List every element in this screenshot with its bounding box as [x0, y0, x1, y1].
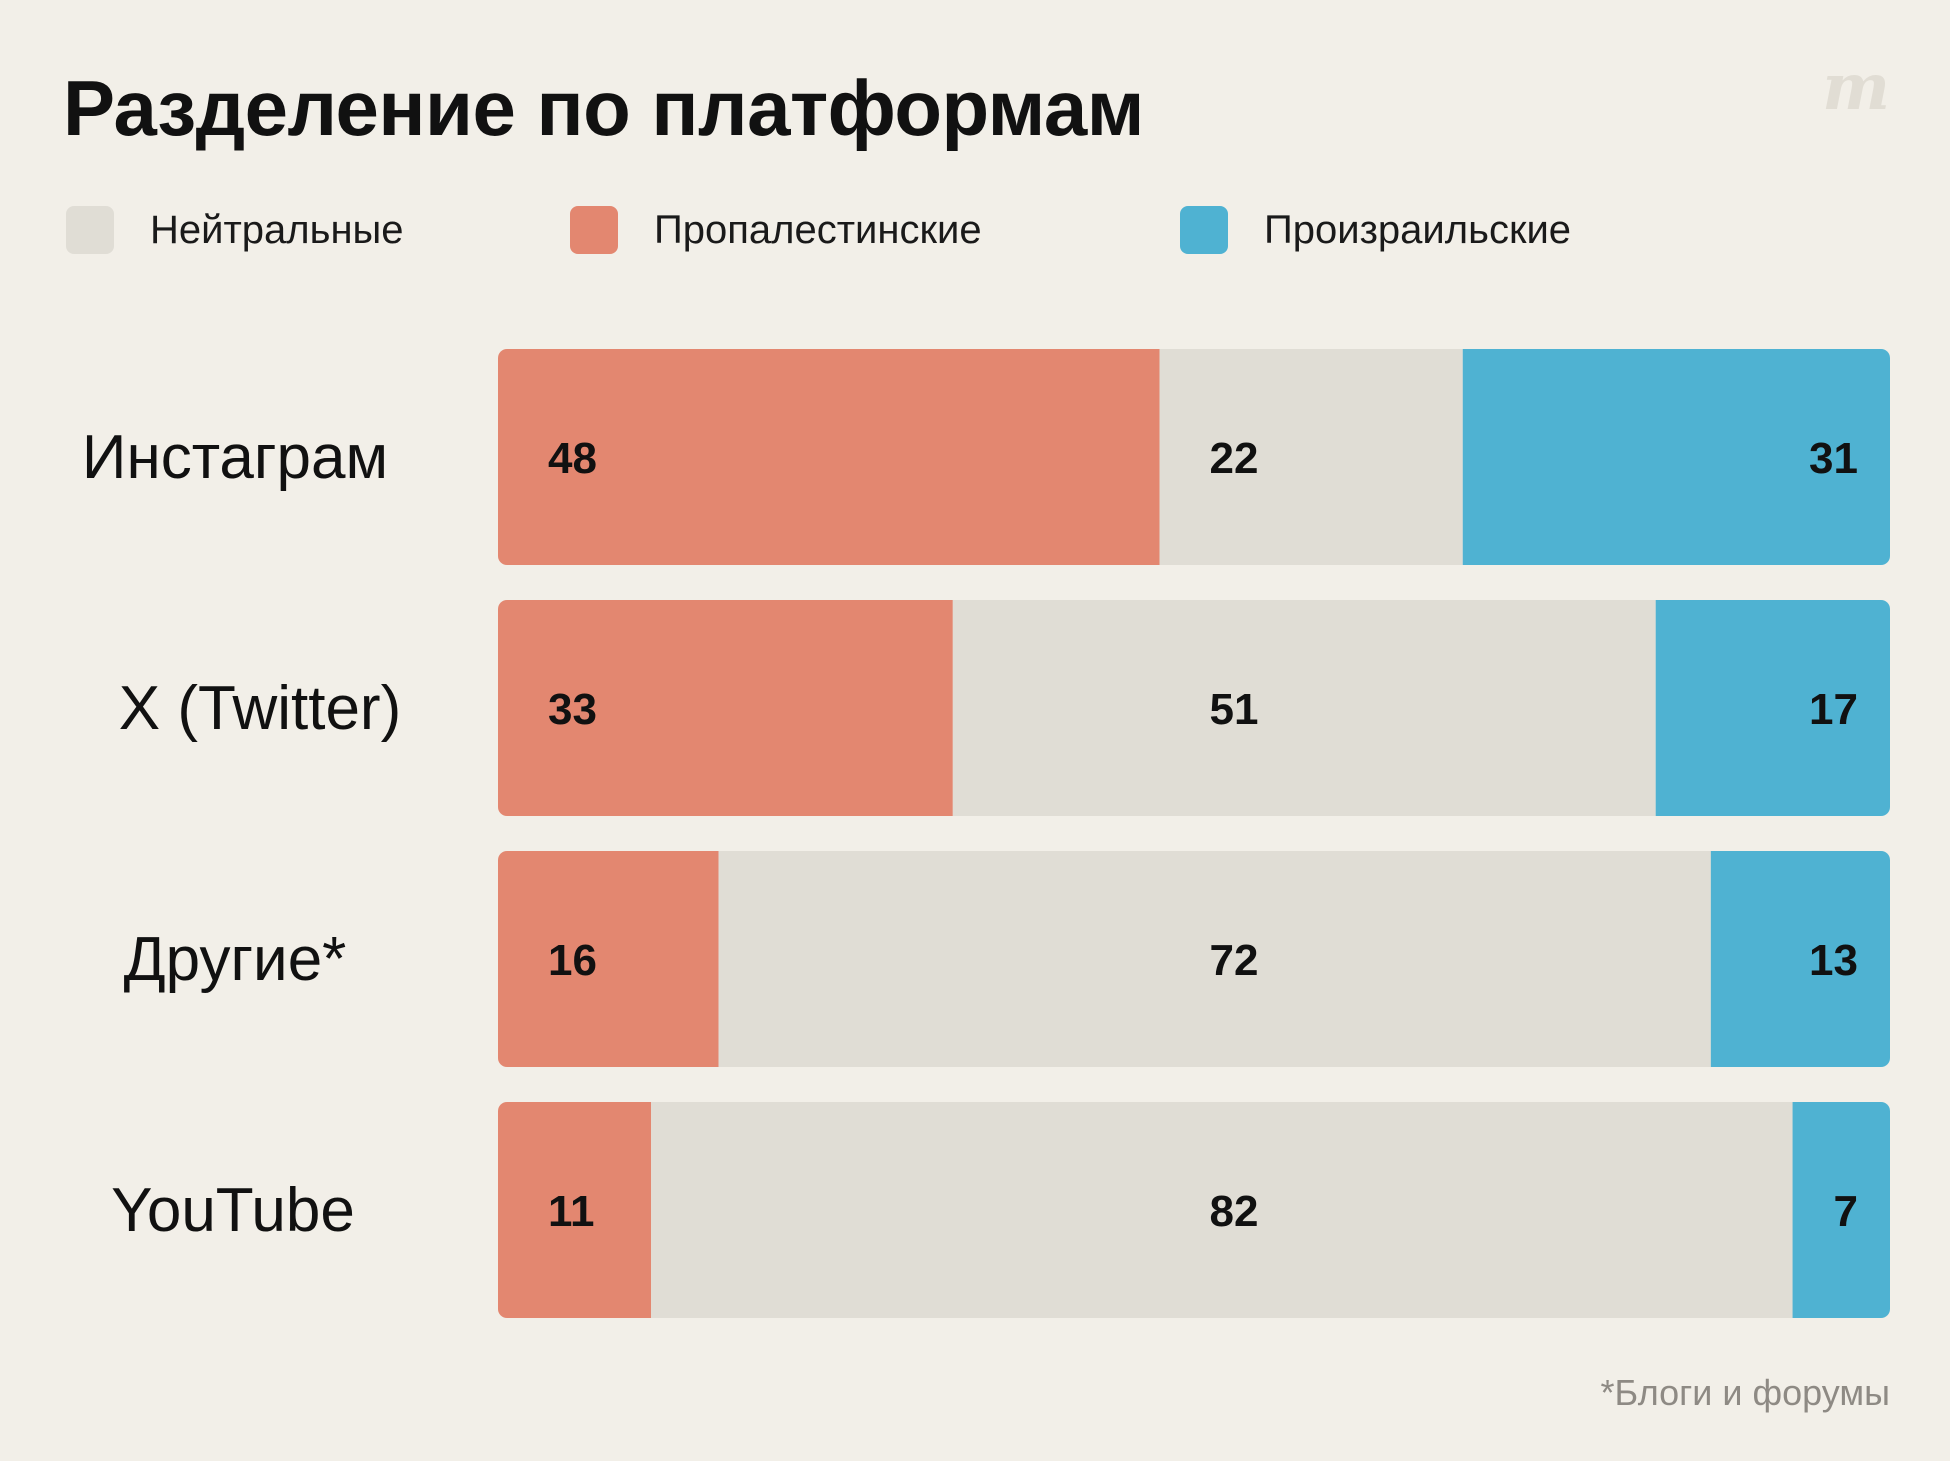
- bar-segment: [498, 1102, 652, 1318]
- data-label: 51: [1210, 685, 1259, 734]
- legend-label-pro-israeli: Произраильские: [1264, 207, 1572, 252]
- bar-row: [498, 600, 1890, 816]
- data-label: 33: [548, 685, 597, 734]
- data-label: 72: [1210, 936, 1259, 985]
- legend-swatch-pro-palestinian: [570, 206, 618, 254]
- legend-item-neutral: Нейтральные: [66, 205, 404, 255]
- data-label: 11: [548, 1187, 595, 1236]
- bar-row: [498, 1102, 1890, 1318]
- data-label: 48: [548, 434, 597, 483]
- bar-row: [498, 851, 1890, 1067]
- bar-segment: [498, 851, 719, 1067]
- bar-segment: [1462, 349, 1890, 565]
- footnote: *Блоги и форумы: [1600, 1372, 1891, 1413]
- legend-swatch-neutral: [66, 206, 114, 254]
- bar-segment: [952, 600, 1656, 816]
- bar-segment: [1655, 600, 1890, 816]
- legend-swatch-pro-israeli: [1180, 206, 1228, 254]
- data-label: 16: [548, 936, 597, 985]
- category-label: X (Twitter): [119, 674, 401, 743]
- data-label: 13: [1809, 936, 1858, 985]
- legend-item-pro-palestinian: Пропалестинские: [570, 205, 982, 255]
- category-label: Инстаграм: [82, 423, 388, 492]
- bar-segment: [1159, 349, 1463, 565]
- page-title: Разделение по платформам: [63, 64, 1144, 152]
- bar-segment: [498, 600, 953, 816]
- bar-segment: [498, 349, 1160, 565]
- legend-label-pro-palestinian: Пропалестинские: [654, 207, 982, 252]
- category-label: YouTube: [111, 1176, 355, 1245]
- data-label: 7: [1834, 1187, 1858, 1236]
- data-label: 17: [1809, 685, 1858, 734]
- bar-segment: [1792, 1102, 1890, 1318]
- legend-label-neutral: Нейтральные: [150, 207, 404, 252]
- logo: m: [1822, 50, 1890, 125]
- legend-item-pro-israeli: Произраильские: [1180, 205, 1571, 255]
- data-label: 31: [1809, 434, 1858, 483]
- bar-segment: [718, 851, 1711, 1067]
- bar-segment: [651, 1102, 1793, 1318]
- bar-row: [498, 349, 1890, 565]
- data-label: 22: [1210, 434, 1259, 483]
- category-label: Другие*: [124, 925, 347, 994]
- data-label: 82: [1210, 1187, 1259, 1236]
- bar-segment: [1710, 851, 1890, 1067]
